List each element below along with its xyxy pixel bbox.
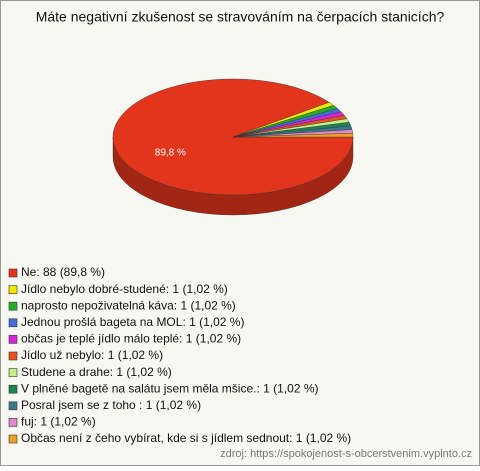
legend-label: V plněné bagetě na salátu jsem měla mšic… [21,381,319,395]
legend-label: Jednou prošlá bageta na MOL: 1 (1,02 %) [21,315,244,329]
legend-label: naprosto nepoživatelná káva: 1 (1,02 %) [21,298,236,312]
legend-swatch [8,268,18,278]
legend-label: Jídlo nebylo dobré-studené: 1 (1,02 %) [21,282,228,296]
legend-label: Ne: 88 (89,8 %) [21,265,105,279]
pie-slice [232,133,354,138]
legend-swatch [8,384,18,394]
legend-label: Posral jsem se z toho : 1 (1,02 %) [21,398,201,412]
legend-swatch [8,434,18,444]
legend-label: Občas není z čeho vybírat, kde si s jídl… [21,431,351,445]
legend-label: fuj: 1 (1,02 %) [21,415,96,429]
legend-swatch [8,335,18,344]
legend-swatch [8,301,18,311]
legend-label: občas je teplé jídlo málo teplé: 1 (1,02… [21,332,241,346]
source-note: zdroj: https://spokojenost-s-obcerstveni… [220,448,472,460]
legend-label: Jídlo už nebylo: 1 (1,02 %) [21,348,163,362]
legend-label: Studene a drahe: 1 (1,02 %) [21,365,172,379]
legend-swatch [8,351,18,361]
legend-swatch [8,401,18,411]
legend-swatch [8,318,18,328]
legend-swatch [8,368,18,377]
chart-title: Máte negativní zkušenost se stravováním … [36,9,445,25]
data-label: 89,8 % [155,148,186,159]
legend-swatch [8,285,18,294]
legend-swatch [8,418,18,427]
